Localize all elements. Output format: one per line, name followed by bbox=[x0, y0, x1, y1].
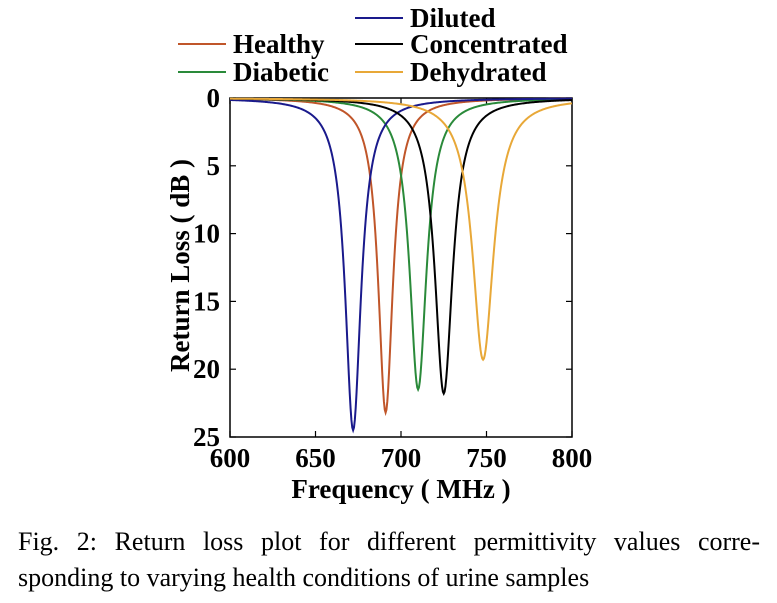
y-tick-label: 15 bbox=[193, 286, 220, 316]
caption-line-1: Fig. 2: Return loss plot for different p… bbox=[18, 527, 760, 556]
x-axis-ticks: 600 650 700 750 800 bbox=[210, 98, 593, 473]
legend-label-healthy: Healthy bbox=[233, 29, 325, 59]
y-tick-label: 5 bbox=[207, 151, 221, 181]
plot-area bbox=[229, 97, 573, 438]
legend-label-diabetic: Diabetic bbox=[233, 57, 329, 87]
figure-caption: Fig. 2: Return loss plot for different p… bbox=[18, 524, 760, 596]
series-line-diluted bbox=[229, 97, 573, 434]
y-tick-label: 0 bbox=[207, 83, 221, 113]
series-line-dehydrated bbox=[230, 97, 573, 362]
y-tick-label: 20 bbox=[193, 354, 220, 384]
y-axis-label: Return Loss ( dB ) bbox=[165, 159, 195, 372]
series-line-healthy bbox=[229, 97, 573, 417]
series-lines bbox=[229, 97, 573, 434]
x-axis-label: Frequency ( MHz ) bbox=[291, 474, 510, 504]
legend: Diluted Healthy Concentrated Diabetic Dehydr… bbox=[178, 3, 567, 87]
x-tick-label: 750 bbox=[466, 443, 507, 473]
series-line-concentrated bbox=[229, 97, 573, 396]
legend-label-concentrated: Concentrated bbox=[410, 29, 567, 59]
x-tick-label: 600 bbox=[210, 443, 251, 473]
chart: 0 5 10 15 20 25 600 650 700 750 800 Diluted Health… bbox=[165, 3, 593, 504]
caption-line-2: sponding to varying health conditions of… bbox=[18, 563, 590, 592]
y-axis-ticks: 0 5 10 15 20 25 bbox=[193, 83, 572, 452]
legend-label-dehydrated: Dehydrated bbox=[410, 57, 547, 87]
x-tick-label: 700 bbox=[381, 443, 422, 473]
series-line-diabetic bbox=[229, 97, 573, 393]
y-tick-label: 25 bbox=[193, 422, 220, 452]
x-tick-label: 650 bbox=[295, 443, 336, 473]
y-tick-label: 10 bbox=[193, 219, 220, 249]
legend-label-diluted: Diluted bbox=[410, 3, 496, 33]
x-tick-label: 800 bbox=[552, 443, 593, 473]
